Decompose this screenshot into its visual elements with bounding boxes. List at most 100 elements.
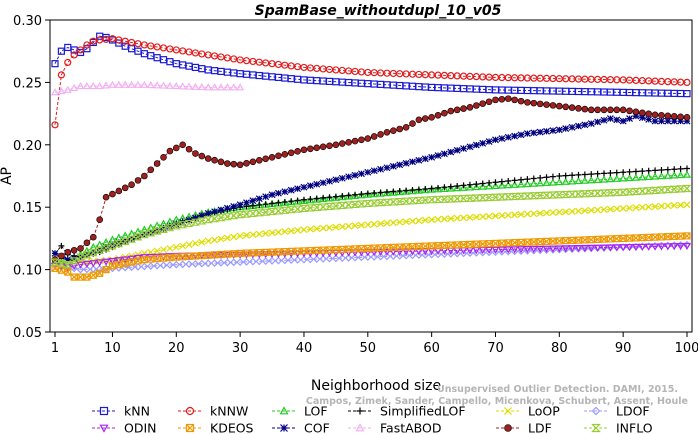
data-point-fastabod	[146, 80, 155, 89]
legend-label: KDEOS	[210, 421, 254, 434]
data-point-ldf	[185, 145, 193, 153]
x-tick-label: 100	[675, 341, 698, 356]
data-point-inflo	[133, 233, 143, 241]
data-point-ldf	[236, 161, 244, 169]
data-point-loop	[281, 228, 289, 235]
data-point-lof	[612, 174, 621, 182]
data-point-simplifiedlof	[562, 172, 569, 179]
data-point-cof	[428, 153, 436, 161]
data-point-loop	[179, 242, 187, 250]
data-point-ldf	[524, 99, 531, 106]
data-point-odin	[638, 243, 647, 251]
data-point-knnw	[683, 78, 691, 87]
data-point-fastabod	[121, 80, 130, 88]
data-point-ldf	[402, 124, 410, 131]
data-point-kdeos	[64, 268, 72, 276]
data-point-odin	[555, 245, 564, 253]
data-point-inflo	[344, 201, 354, 209]
data-point-simplifiedlof	[345, 192, 352, 199]
legend-label: INFLO	[616, 421, 653, 434]
data-point-ldof	[446, 250, 455, 258]
data-point-ldof	[453, 249, 462, 258]
data-point-inflo	[644, 187, 654, 195]
data-point-simplifiedlof	[479, 180, 486, 187]
data-point-simplifiedlof	[364, 190, 371, 197]
data-point-loop	[581, 207, 589, 215]
legend-label: LDF	[528, 421, 552, 434]
data-point-cof	[562, 125, 570, 133]
data-point-cof	[460, 145, 467, 152]
data-point-lof	[638, 173, 647, 181]
data-point-inflo	[529, 192, 539, 200]
data-point-loop	[549, 209, 557, 216]
data-point-simplifiedlof	[428, 185, 435, 192]
data-point-fastabod	[70, 83, 79, 92]
data-point-loop	[485, 212, 493, 220]
data-point-loop	[466, 214, 474, 221]
data-point-cof	[447, 148, 455, 156]
data-point-lof	[670, 171, 679, 179]
data-point-loop	[606, 205, 614, 213]
data-point-odin	[523, 246, 532, 254]
data-point-cof	[453, 146, 461, 154]
data-point-lof	[440, 184, 449, 192]
data-point-simplifiedlof	[518, 176, 525, 183]
data-point-lof	[395, 187, 404, 196]
data-point-fastabod	[216, 83, 225, 91]
data-point-simplifiedlof	[543, 174, 550, 181]
data-point-cof	[568, 123, 576, 131]
data-point-ldf	[479, 100, 487, 107]
data-point-ldf	[141, 172, 148, 180]
data-point-inflo	[599, 189, 609, 197]
data-point-lof	[631, 173, 640, 181]
data-point-cof	[262, 193, 270, 201]
data-point-fastabod	[185, 82, 194, 90]
data-point-ldf	[677, 113, 684, 121]
data-point-odin	[363, 249, 372, 257]
data-point-knnw	[115, 36, 123, 44]
data-point-ldf	[102, 193, 110, 201]
legend-marker	[185, 406, 195, 416]
data-point-ldf	[77, 245, 84, 252]
data-point-knnw	[83, 41, 91, 49]
data-point-lof	[472, 182, 481, 191]
data-point-loop	[498, 212, 506, 219]
legend-item-inflo: INFLO	[584, 421, 653, 434]
data-point-simplifiedlof	[377, 189, 384, 196]
data-point-inflo	[152, 227, 162, 235]
data-point-simplifiedlof	[613, 169, 620, 176]
data-point-lof	[108, 235, 117, 243]
data-point-inflo	[503, 193, 513, 201]
data-point-inflo	[478, 194, 488, 202]
data-point-loop	[230, 233, 238, 241]
data-point-loop	[223, 234, 231, 242]
data-point-ldf	[192, 150, 199, 157]
data-point-cof	[594, 118, 602, 126]
data-point-cof	[172, 221, 180, 229]
data-point-ldof	[300, 255, 308, 264]
data-point-lof	[682, 170, 692, 178]
data-point-ldof	[172, 260, 181, 269]
data-point-ldof	[466, 249, 474, 257]
data-point-simplifiedlof	[620, 169, 627, 176]
data-point-cof	[115, 239, 123, 247]
data-point-loop	[677, 201, 685, 209]
data-point-simplifiedlof	[460, 182, 467, 189]
data-point-cof	[211, 208, 219, 216]
data-point-loop	[460, 214, 467, 222]
data-point-loop	[543, 209, 550, 217]
data-point-ldf	[313, 144, 321, 152]
data-point-loop	[172, 243, 180, 251]
data-point-ldf	[160, 153, 167, 161]
y-tick-label: 0.20	[13, 139, 42, 154]
data-point-knn	[57, 47, 65, 55]
data-point-cof	[587, 120, 595, 128]
data-point-simplifiedlof	[684, 165, 690, 172]
data-point-lof	[382, 188, 391, 197]
data-point-inflo	[427, 196, 437, 204]
data-point-odin	[599, 244, 609, 252]
data-point-loop	[262, 229, 270, 237]
data-point-ldf	[262, 155, 269, 163]
data-point-lof	[561, 177, 570, 185]
data-point-loop	[613, 205, 621, 213]
